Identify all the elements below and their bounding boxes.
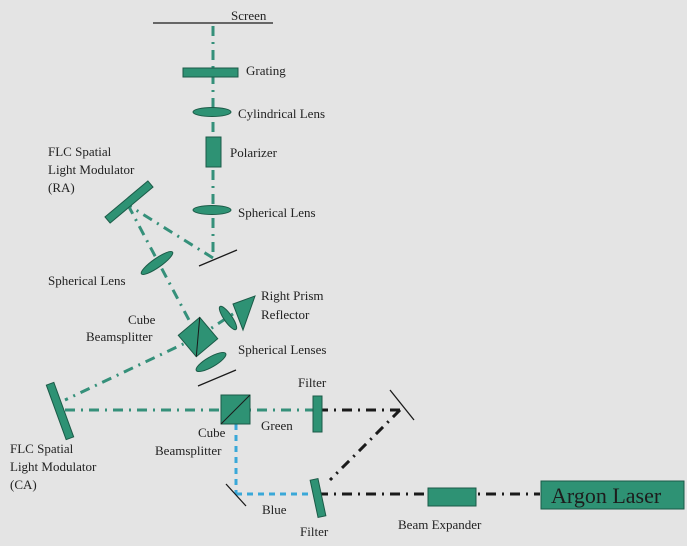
black-diagonal-beam [328,408,402,482]
argon-laser [540,480,685,510]
label-cube-upper-line2: Beamsplitter [86,329,153,344]
label-filter-green: Filter [298,375,327,390]
beam-expander [427,487,477,507]
label-argon-laser: Argon Laser [551,483,662,508]
label-screen: Screen [231,8,267,23]
beam-cube-to-ca [64,335,199,402]
polarizer [205,136,222,168]
spherical-lens-left [140,250,174,276]
label-spherical-lenses: Spherical Lenses [238,342,326,357]
right-prism-reflector [218,295,256,332]
flc-slm-ca [45,381,75,441]
label-right-prism-line1: Right Prism [261,288,324,303]
spherical-lens-top [192,205,232,215]
label-cylindrical-lens: Cylindrical Lens [238,106,325,121]
label-cube-lower-line1: Cube [198,425,226,440]
label-grating: Grating [246,63,286,78]
label-flc-ra-line3: (RA) [48,180,75,195]
label-blue: Blue [262,502,287,517]
spherical-lenses [195,351,227,373]
beam-ra-to-cube [126,204,200,338]
fold-mirror [198,249,238,267]
label-spherical-lens-left: Spherical Lens [48,273,126,288]
cube-beamsplitter-lower [220,394,251,425]
label-cube-upper-line1: Cube [128,312,156,327]
label-flc-ca-line2: Light Modulator [10,459,97,474]
label-filter-blue: Filter [300,524,329,539]
label-beam-expander: Beam Expander [398,517,482,532]
label-polarizer: Polarizer [230,145,278,160]
filter-blue [309,477,327,519]
blue-mirror [225,483,247,507]
lower-fold-mirror [197,369,237,387]
label-flc-ra-line2: Light Modulator [48,162,135,177]
grating [182,67,239,78]
filter-green [312,395,323,433]
cube-beamsplitter-upper [177,316,219,358]
label-spherical-lens-top: Spherical Lens [238,205,316,220]
label-flc-ra-line1: FLC Spatial [48,144,112,159]
cylindrical-lens [192,107,232,117]
label-flc-ca-line3: (CA) [10,477,37,492]
flc-slm-ra [104,180,154,224]
label-right-prism-line2: Reflector [261,307,310,322]
label-green: Green [261,418,293,433]
beam-mirror-to-ra [127,203,214,260]
top-right-mirror [389,389,415,421]
label-flc-ca-line1: FLC Spatial [10,441,74,456]
label-cube-lower-line2: Beamsplitter [155,443,222,458]
